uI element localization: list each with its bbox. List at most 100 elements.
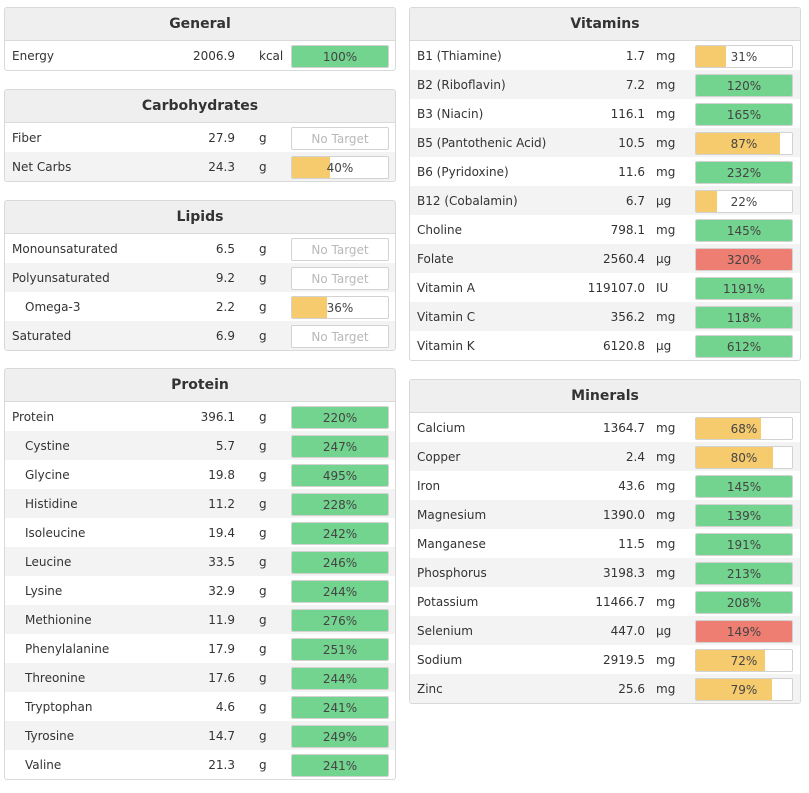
nutrient-unit: g bbox=[259, 439, 267, 453]
target-percent-label: 1191% bbox=[723, 282, 765, 296]
nutrient-row[interactable]: Calcium 1364.7 mg 68% bbox=[410, 413, 800, 442]
target-progress-bar: 320% bbox=[695, 248, 793, 271]
nutrient-row[interactable]: B5 (Pantothenic Acid) 10.5 mg 87% bbox=[410, 128, 800, 157]
nutrient-row[interactable]: B12 (Cobalamin) 6.7 µg 22% bbox=[410, 186, 800, 215]
nutrient-row[interactable]: Omega-3 2.2 g 36% bbox=[5, 292, 395, 321]
target-progress-bar: No Target bbox=[291, 238, 389, 261]
nutrient-row[interactable]: Fiber 27.9 g No Target bbox=[5, 123, 395, 152]
nutrient-row[interactable]: Polyunsaturated 9.2 g No Target bbox=[5, 263, 395, 292]
nutrient-amount: 116.1 bbox=[610, 107, 645, 121]
vitamins-panel: Vitamins B1 (Thiamine) 1.7 mg 31% B2 (Ribofl… bbox=[409, 7, 801, 361]
target-progress-fill bbox=[292, 407, 388, 428]
target-progress-fill bbox=[696, 447, 773, 468]
nutrient-name: Net Carbs bbox=[12, 160, 72, 174]
nutrient-row[interactable]: Vitamin C 356.2 mg 118% bbox=[410, 302, 800, 331]
nutrient-row[interactable]: Tryptophan 4.6 g 241% bbox=[5, 692, 395, 721]
nutrient-name: Glycine bbox=[25, 468, 70, 482]
minerals-panel: Minerals Calcium 1364.7 mg 68% Copper 2.4 mg 80… bbox=[409, 379, 801, 704]
target-progress-fill bbox=[292, 610, 388, 631]
nutrient-unit: µg bbox=[656, 194, 672, 208]
nutrient-amount: 1364.7 bbox=[603, 421, 645, 435]
nutrient-row[interactable]: Monounsaturated 6.5 g No Target bbox=[5, 234, 395, 263]
target-progress-fill bbox=[696, 336, 792, 357]
nutrient-row[interactable]: Leucine 33.5 g 246% bbox=[5, 547, 395, 576]
nutrient-unit: mg bbox=[656, 450, 676, 464]
nutrient-name: Tryptophan bbox=[25, 700, 93, 714]
target-progress-bar: 251% bbox=[291, 638, 389, 661]
nutrient-row[interactable]: Threonine 17.6 g 244% bbox=[5, 663, 395, 692]
nutrient-row[interactable]: B1 (Thiamine) 1.7 mg 31% bbox=[410, 41, 800, 70]
target-progress-fill bbox=[292, 157, 331, 178]
target-progress-fill bbox=[696, 249, 792, 270]
nutrient-row[interactable]: Net Carbs 24.3 g 40% bbox=[5, 152, 395, 181]
nutrient-row[interactable]: Isoleucine 19.4 g 242% bbox=[5, 518, 395, 547]
target-progress-bar: 276% bbox=[291, 609, 389, 632]
target-progress-bar: 241% bbox=[291, 754, 389, 777]
nutrient-row[interactable]: B3 (Niacin) 116.1 mg 165% bbox=[410, 99, 800, 128]
nutrient-row[interactable]: Folate 2560.4 µg 320% bbox=[410, 244, 800, 273]
nutrient-row[interactable]: Copper 2.4 mg 80% bbox=[410, 442, 800, 471]
nutrient-unit: g bbox=[259, 613, 267, 627]
nutrient-unit: g bbox=[259, 584, 267, 598]
nutrient-amount: 9.2 bbox=[215, 271, 235, 285]
nutrient-name: Vitamin A bbox=[417, 281, 475, 295]
target-percent-label: No Target bbox=[311, 132, 369, 146]
target-progress-bar: 191% bbox=[695, 533, 793, 556]
target-progress-fill bbox=[696, 133, 780, 154]
nutrient-row[interactable]: Sodium 2919.5 mg 72% bbox=[410, 645, 800, 674]
nutrient-row[interactable]: Lysine 32.9 g 244% bbox=[5, 576, 395, 605]
nutrient-row[interactable]: B6 (Pyridoxine) 11.6 mg 232% bbox=[410, 157, 800, 186]
nutrient-name: Calcium bbox=[417, 421, 466, 435]
nutrient-name: Choline bbox=[417, 223, 462, 237]
target-progress-bar: 80% bbox=[695, 446, 793, 469]
nutrient-amount: 11.9 bbox=[208, 613, 235, 627]
nutrient-row[interactable]: Saturated 6.9 g No Target bbox=[5, 321, 395, 350]
nutrient-amount: 21.3 bbox=[208, 758, 235, 772]
nutrient-unit: g bbox=[259, 410, 267, 424]
nutrient-row[interactable]: Vitamin A 119107.0 IU 1191% bbox=[410, 273, 800, 302]
nutrient-row[interactable]: Vitamin K 6120.8 µg 612% bbox=[410, 331, 800, 360]
nutrient-row[interactable]: Cystine 5.7 g 247% bbox=[5, 431, 395, 460]
nutrient-row[interactable]: Methionine 11.9 g 276% bbox=[5, 605, 395, 634]
nutrient-row[interactable]: Magnesium 1390.0 mg 139% bbox=[410, 500, 800, 529]
target-percent-label: 149% bbox=[726, 625, 762, 639]
nutrient-row[interactable]: Phosphorus 3198.3 mg 213% bbox=[410, 558, 800, 587]
nutrient-amount: 3198.3 bbox=[603, 566, 645, 580]
nutrient-unit: g bbox=[259, 555, 267, 569]
target-percent-label: 244% bbox=[322, 585, 358, 599]
nutrient-row[interactable]: Protein 396.1 g 220% bbox=[5, 402, 395, 431]
target-percent-label: 120% bbox=[726, 79, 762, 93]
nutrient-row[interactable]: Potassium 11466.7 mg 208% bbox=[410, 587, 800, 616]
nutrient-row[interactable]: Energy 2006.9 kcal 100% bbox=[5, 41, 395, 70]
nutrient-name: Monounsaturated bbox=[12, 242, 118, 256]
nutrient-row[interactable]: Histidine 11.2 g 228% bbox=[5, 489, 395, 518]
nutrient-unit: g bbox=[259, 468, 267, 482]
nutrient-row[interactable]: Glycine 19.8 g 495% bbox=[5, 460, 395, 489]
nutrient-row[interactable]: Phenylalanine 17.9 g 251% bbox=[5, 634, 395, 663]
nutrient-unit: mg bbox=[656, 537, 676, 551]
nutrient-row[interactable]: Tyrosine 14.7 g 249% bbox=[5, 721, 395, 750]
nutrient-unit: mg bbox=[656, 136, 676, 150]
nutrient-name: Phenylalanine bbox=[25, 642, 110, 656]
nutrient-name: B1 (Thiamine) bbox=[417, 49, 502, 63]
nutrient-unit: IU bbox=[656, 281, 669, 295]
target-percent-label: 145% bbox=[726, 480, 762, 494]
nutrient-amount: 7.2 bbox=[625, 78, 645, 92]
nutrient-row[interactable]: Choline 798.1 mg 145% bbox=[410, 215, 800, 244]
target-progress-fill bbox=[696, 621, 792, 642]
nutrient-row[interactable]: Manganese 11.5 mg 191% bbox=[410, 529, 800, 558]
target-progress-fill bbox=[696, 46, 726, 67]
nutrient-row[interactable]: Valine 21.3 g 241% bbox=[5, 750, 395, 779]
target-progress-bar: 145% bbox=[695, 475, 793, 498]
nutrient-row[interactable]: Iron 43.6 mg 145% bbox=[410, 471, 800, 500]
target-progress-bar: 244% bbox=[291, 580, 389, 603]
nutrient-unit: kcal bbox=[259, 49, 284, 63]
target-progress-fill bbox=[696, 75, 792, 96]
target-progress-fill bbox=[696, 592, 792, 613]
nutrient-row[interactable]: Zinc 25.6 mg 79% bbox=[410, 674, 800, 703]
target-percent-label: 118% bbox=[726, 311, 762, 325]
nutrient-row[interactable]: B2 (Riboflavin) 7.2 mg 120% bbox=[410, 70, 800, 99]
nutrient-row[interactable]: Selenium 447.0 µg 149% bbox=[410, 616, 800, 645]
nutrient-amount: 19.4 bbox=[208, 526, 235, 540]
nutrient-amount: 356.2 bbox=[610, 310, 645, 324]
